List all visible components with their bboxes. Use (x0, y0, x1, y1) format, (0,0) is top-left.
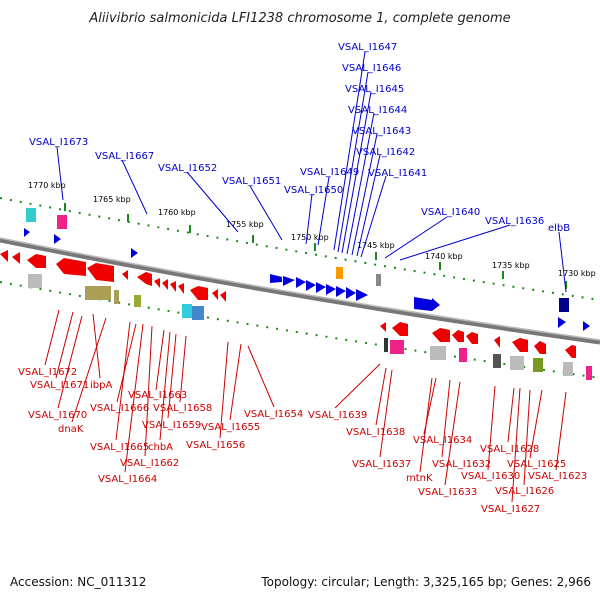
scale-label-1735: 1735 kbp (492, 261, 530, 270)
genome-summary-text: Topology: circular; Length: 3,325,165 bp… (260, 575, 591, 589)
gene-label[interactable]: VSAL_I1651 (222, 176, 281, 187)
gene-label[interactable]: VSAL_I1638 (346, 427, 405, 438)
gene-block (384, 338, 388, 352)
gene-label[interactable]: VSAL_I1630 (461, 471, 520, 482)
reverse-leader-lines (44, 309, 567, 503)
genome-backbone (0, 237, 600, 345)
map-title: Aliivibrio salmonicida LFI1238 chromosom… (88, 11, 510, 26)
gene-label[interactable]: VSAL_I1628 (480, 444, 539, 455)
scale-ticks (64, 203, 567, 289)
gene-block (563, 362, 573, 376)
scale-label-1770: 1770 kbp (28, 181, 66, 190)
gene-label[interactable]: VSAL_I1637 (352, 459, 411, 470)
gene-label[interactable]: VSAL_I1626 (495, 486, 554, 497)
reverse-genes (0, 250, 576, 358)
gene-label[interactable]: VSAL_I1646 (342, 63, 401, 74)
gene-block (57, 215, 67, 229)
gene-label[interactable]: VSAL_I1672 (18, 367, 77, 378)
gene-block (26, 208, 36, 222)
gene-block (114, 290, 119, 304)
gene-block (134, 295, 141, 307)
gene-block (28, 274, 42, 288)
gene-label[interactable]: VSAL_I1642 (356, 147, 415, 158)
gene-label[interactable]: VSAL_I1656 (186, 440, 245, 451)
gene-label[interactable]: VSAL_I1671 (30, 380, 89, 391)
gene-label[interactable]: VSAL_I1625 (507, 459, 566, 470)
gene-block (586, 366, 592, 380)
scale-label-1765: 1765 kbp (93, 195, 131, 204)
gene-label[interactable]: VSAL_I1666 (90, 403, 149, 414)
gene-block (85, 286, 111, 300)
gene-label[interactable]: VSAL_I1673 (29, 137, 88, 148)
gene-label[interactable]: VSAL_I1667 (95, 151, 154, 162)
gene-label[interactable]: VSAL_I1633 (418, 487, 477, 498)
forward-genes (24, 228, 590, 331)
gene-label[interactable]: VSAL_I1659 (142, 420, 201, 431)
gene-label[interactable]: VSAL_I1647 (338, 42, 397, 53)
gene-block (182, 304, 192, 318)
gene-label[interactable]: mtnK (406, 473, 433, 484)
gene-block (459, 348, 467, 362)
scale-label-1745: 1745 kbp (357, 241, 395, 250)
gene-label[interactable]: VSAL_I1634 (413, 435, 472, 446)
gene-label[interactable]: VSAL_I1663 (128, 390, 187, 401)
accession-text: Accession: NC_011312 (10, 575, 146, 589)
gene-label[interactable]: VSAL_I1623 (528, 471, 587, 482)
gene-label[interactable]: dnaK (58, 424, 84, 435)
gene-label[interactable]: VSAL_I1649 (300, 167, 359, 178)
gene-block (430, 346, 446, 360)
gene-block (559, 298, 569, 312)
gene-label[interactable]: VSAL_I1641 (368, 168, 427, 179)
gene-label[interactable]: elbB (548, 223, 570, 234)
gene-label[interactable]: VSAL_I1636 (485, 216, 544, 227)
gene-label[interactable]: VSAL_I1645 (345, 84, 404, 95)
gene-label[interactable]: ibpA (90, 380, 112, 391)
forward-leader-lines (56, 51, 567, 293)
scale-label-1730: 1730 kbp (558, 269, 596, 278)
gene-label[interactable]: VSAL_I1650 (284, 185, 343, 196)
gene-block (336, 267, 343, 279)
gene-label[interactable]: VSAL_I1658 (153, 403, 212, 414)
scale-label-1740: 1740 kbp (425, 252, 463, 261)
gene-label[interactable]: VSAL_I1632 (432, 459, 491, 470)
gene-label[interactable]: VSAL_I1627 (481, 504, 540, 515)
gene-block (376, 274, 381, 286)
gene-block (510, 356, 524, 370)
gene-label[interactable]: VSAL_I1640 (421, 207, 480, 218)
gene-block (533, 358, 543, 372)
gene-label[interactable]: VSAL_I1644 (348, 105, 407, 116)
gene-label[interactable]: chbA (148, 442, 173, 453)
scale-label-1750: 1750 kbp (291, 233, 329, 242)
gene-label[interactable]: VSAL_I1655 (201, 422, 260, 433)
gene-label[interactable]: VSAL_I1639 (308, 410, 367, 421)
gene-label[interactable]: VSAL_I1665 (90, 442, 149, 453)
gene-label[interactable]: VSAL_I1643 (352, 126, 411, 137)
gene-label[interactable]: VSAL_I1662 (120, 458, 179, 469)
gene-label[interactable]: VSAL_I1670 (28, 410, 87, 421)
gene-label[interactable]: VSAL_I1664 (98, 474, 157, 485)
gene-block (192, 306, 204, 320)
gene-block (390, 340, 404, 354)
gene-label[interactable]: VSAL_I1654 (244, 409, 303, 420)
gene-block (493, 354, 501, 368)
scale-label-1760: 1760 kbp (158, 208, 196, 217)
gene-label[interactable]: VSAL_I1652 (158, 163, 217, 174)
scale-label-1755: 1755 kbp (226, 220, 264, 229)
